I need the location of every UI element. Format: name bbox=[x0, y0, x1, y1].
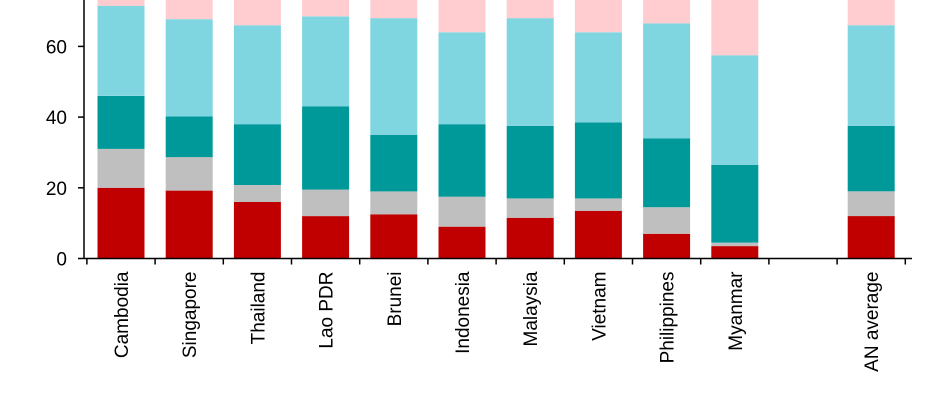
bar-segment-3-myanmar bbox=[711, 164, 759, 243]
bars-group bbox=[97, 0, 895, 259]
x-tick-label: Malaysia bbox=[521, 271, 542, 346]
bar-segment-1-thailand bbox=[233, 201, 281, 259]
bar-segment-3-thailand bbox=[233, 124, 281, 185]
bar-segment-4-vietnam bbox=[574, 32, 622, 123]
y-tick-label: 0 bbox=[56, 250, 67, 271]
bar-segment-4-thailand bbox=[233, 25, 281, 125]
bar-segment-5-lao-pdr bbox=[302, 0, 350, 17]
x-tick-label: Philippines bbox=[658, 272, 679, 364]
x-axis: Cambodia Singapore Thailand Lao PDR Brunei In… bbox=[84, 257, 912, 372]
bar-segment-5-an-average bbox=[847, 0, 895, 26]
bar-segment-3-philippines bbox=[643, 138, 691, 208]
bar-segment-2-myanmar bbox=[711, 242, 759, 247]
bar-segment-4-malaysia bbox=[506, 18, 554, 126]
bar-segment-4-an-average bbox=[847, 25, 895, 126]
bar-segment-2-malaysia bbox=[506, 198, 554, 218]
bar-segment-3-brunei bbox=[370, 134, 418, 192]
bar-segment-4-myanmar bbox=[711, 55, 759, 165]
bar-segment-5-cambodia bbox=[97, 0, 145, 6]
bar-segment-1-singapore bbox=[165, 190, 213, 259]
bar-segment-4-philippines bbox=[643, 23, 691, 139]
bar-segment-2-singapore bbox=[165, 157, 213, 191]
bar-segment-3-vietnam bbox=[574, 122, 622, 199]
x-tick-label: Vietnam bbox=[589, 272, 610, 341]
bar-segment-2-indonesia bbox=[438, 196, 486, 227]
bar-segment-5-brunei bbox=[370, 0, 418, 19]
bar-segment-3-lao-pdr bbox=[302, 106, 350, 190]
bar-segment-5-thailand bbox=[233, 0, 281, 26]
bar-segment-1-brunei bbox=[370, 214, 418, 259]
x-tick-label: Cambodia bbox=[112, 271, 133, 358]
x-tick-label: Myanmar bbox=[726, 271, 747, 351]
bar-segment-5-philippines bbox=[643, 0, 691, 24]
bar-segment-2-philippines bbox=[643, 207, 691, 234]
x-tick-label: Thailand bbox=[248, 272, 269, 345]
bar-segment-4-singapore bbox=[165, 19, 213, 117]
bar-segment-1-cambodia bbox=[97, 187, 145, 259]
bar-segment-2-an-average bbox=[847, 191, 895, 216]
y-tick-label: 40 bbox=[46, 108, 67, 129]
x-tick-label: Brunei bbox=[385, 272, 406, 327]
bar-segment-1-vietnam bbox=[574, 210, 622, 259]
bar-segment-1-malaysia bbox=[506, 217, 554, 259]
bar-segment-1-myanmar bbox=[711, 246, 759, 259]
bar-segment-2-cambodia bbox=[97, 148, 145, 188]
bar-segment-5-singapore bbox=[165, 0, 213, 20]
bar-segment-5-myanmar bbox=[711, 0, 759, 56]
y-tick-label: 20 bbox=[46, 179, 67, 200]
x-tick-label: Indonesia bbox=[453, 271, 474, 354]
bar-segment-3-cambodia bbox=[97, 95, 145, 149]
bar-segment-4-indonesia bbox=[438, 32, 486, 125]
bar-segment-1-philippines bbox=[643, 233, 691, 259]
bar-segment-5-vietnam bbox=[574, 0, 622, 33]
x-tick-label: Singapore bbox=[180, 272, 201, 359]
bar-segment-3-an-average bbox=[847, 125, 895, 192]
bar-segment-4-lao-pdr bbox=[302, 16, 350, 107]
bar-segment-1-an-average bbox=[847, 216, 895, 259]
bar-segment-4-brunei bbox=[370, 18, 418, 135]
bar-segment-3-indonesia bbox=[438, 124, 486, 197]
bar-segment-3-malaysia bbox=[506, 125, 554, 199]
bar-segment-2-vietnam bbox=[574, 198, 622, 211]
bar-segment-4-cambodia bbox=[97, 5, 145, 96]
bar-segment-1-lao-pdr bbox=[302, 216, 350, 259]
bar-segment-2-lao-pdr bbox=[302, 189, 350, 217]
bar-segment-3-singapore bbox=[165, 116, 213, 158]
bar-segment-5-malaysia bbox=[506, 0, 554, 19]
x-tick-label: Lao PDR bbox=[317, 272, 338, 349]
bar-segment-5-indonesia bbox=[438, 0, 486, 33]
bar-segment-2-brunei bbox=[370, 191, 418, 215]
bar-segment-1-indonesia bbox=[438, 226, 486, 259]
bar-segment-2-thailand bbox=[233, 185, 281, 202]
y-axis: 0 20 40 60 bbox=[46, 0, 85, 271]
y-tick-label: 60 bbox=[46, 37, 67, 58]
x-tick-label: AN average bbox=[862, 272, 883, 372]
